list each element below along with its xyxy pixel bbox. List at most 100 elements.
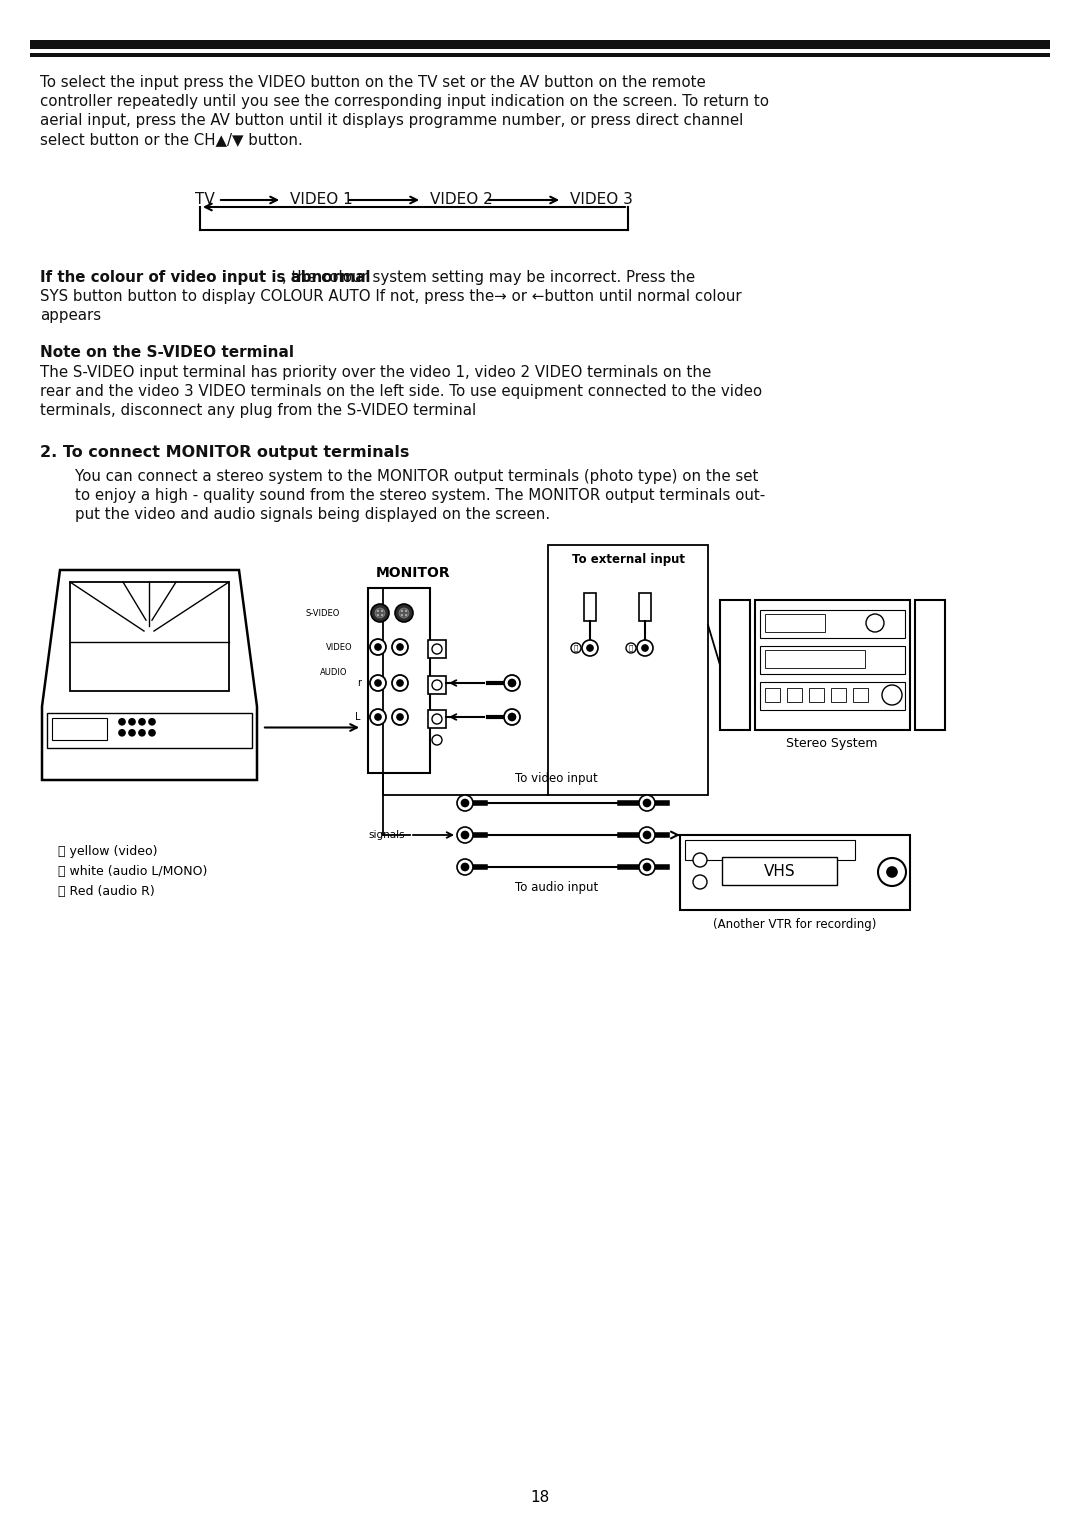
Circle shape <box>626 643 636 654</box>
Text: VIDEO: VIDEO <box>326 643 353 652</box>
Circle shape <box>639 796 654 811</box>
Circle shape <box>149 730 156 736</box>
Circle shape <box>432 715 442 724</box>
Text: controller repeatedly until you see the corresponding input indication on the sc: controller repeatedly until you see the … <box>40 95 769 108</box>
Circle shape <box>457 860 473 875</box>
Circle shape <box>149 719 156 725</box>
Text: The S-VIDEO input terminal has priority over the video 1, video 2 VIDEO terminal: The S-VIDEO input terminal has priority … <box>40 365 712 380</box>
Text: TV: TV <box>195 192 215 208</box>
Bar <box>765 651 865 667</box>
Text: rear and the video 3 VIDEO terminals on the left side. To use equipment connecte: rear and the video 3 VIDEO terminals on … <box>40 383 762 399</box>
Circle shape <box>397 715 403 721</box>
Text: To audio input: To audio input <box>515 881 598 893</box>
Bar <box>720 600 750 730</box>
Circle shape <box>457 828 473 843</box>
Text: AUDIO: AUDIO <box>320 667 348 676</box>
Circle shape <box>405 609 407 612</box>
Circle shape <box>642 644 648 651</box>
Circle shape <box>119 730 125 736</box>
Circle shape <box>639 860 654 875</box>
Text: appears: appears <box>40 308 102 324</box>
Text: signals: signals <box>368 831 405 840</box>
Circle shape <box>866 614 885 632</box>
Text: VHS: VHS <box>765 863 796 878</box>
Circle shape <box>129 730 135 736</box>
Circle shape <box>693 875 707 889</box>
Circle shape <box>375 644 381 651</box>
Circle shape <box>377 609 379 612</box>
Circle shape <box>644 800 650 806</box>
Circle shape <box>397 644 403 651</box>
Text: To select the input press the VIDEO button on the TV set or the AV button on the: To select the input press the VIDEO butt… <box>40 75 705 90</box>
Circle shape <box>370 638 386 655</box>
Bar <box>853 689 868 702</box>
Circle shape <box>461 800 469 806</box>
Text: VIDEO 1: VIDEO 1 <box>291 192 353 208</box>
Circle shape <box>457 796 473 811</box>
Bar <box>723 857 837 886</box>
Circle shape <box>432 680 442 690</box>
Bar <box>765 614 825 632</box>
Circle shape <box>693 854 707 867</box>
Circle shape <box>397 680 403 686</box>
Bar <box>680 835 910 910</box>
Bar <box>584 592 596 621</box>
Bar <box>30 53 1050 56</box>
Circle shape <box>461 863 469 870</box>
Circle shape <box>375 715 381 721</box>
Text: To external input: To external input <box>571 553 685 567</box>
Text: , the colour system setting may be incorrect. Press the: , the colour system setting may be incor… <box>282 270 696 286</box>
Text: ⓨ: ⓨ <box>573 644 578 652</box>
Circle shape <box>401 614 403 617</box>
Bar <box>760 683 905 710</box>
Text: S-VIDEO: S-VIDEO <box>306 608 340 617</box>
Text: terminals, disconnect any plug from the S-VIDEO terminal: terminals, disconnect any plug from the … <box>40 403 476 418</box>
Circle shape <box>139 730 145 736</box>
Circle shape <box>644 863 650 870</box>
Circle shape <box>878 858 906 886</box>
Circle shape <box>377 614 379 617</box>
Text: Stereo System: Stereo System <box>786 738 878 750</box>
Circle shape <box>375 608 384 618</box>
Bar <box>30 40 1050 49</box>
Circle shape <box>370 675 386 692</box>
Circle shape <box>644 832 650 838</box>
Bar <box>70 582 229 692</box>
Circle shape <box>370 709 386 725</box>
Bar <box>428 710 446 728</box>
Text: Note on the S-VIDEO terminal: Note on the S-VIDEO terminal <box>40 345 294 360</box>
Text: put the video and audio signals being displayed on the screen.: put the video and audio signals being di… <box>75 507 550 522</box>
Bar <box>755 600 910 730</box>
Text: MONITOR: MONITOR <box>376 567 450 580</box>
Text: 18: 18 <box>530 1490 550 1506</box>
Circle shape <box>401 609 403 612</box>
Bar <box>831 689 846 702</box>
Text: ⓨ yellow (video): ⓨ yellow (video) <box>58 844 158 858</box>
Text: ⓡ Red (audio R): ⓡ Red (audio R) <box>58 886 154 898</box>
Circle shape <box>139 719 145 725</box>
Text: ⓡ: ⓡ <box>629 644 633 652</box>
Circle shape <box>509 680 515 687</box>
Bar <box>809 689 824 702</box>
Circle shape <box>582 640 598 657</box>
Text: VIDEO 2: VIDEO 2 <box>430 192 492 208</box>
Bar <box>760 646 905 673</box>
Text: You can connect a stereo system to the MONITOR output terminals (photo type) on : You can connect a stereo system to the M… <box>75 469 758 484</box>
Text: ⓦ white (audio L/MONO): ⓦ white (audio L/MONO) <box>58 864 207 878</box>
Circle shape <box>639 828 654 843</box>
Circle shape <box>432 644 442 654</box>
Circle shape <box>381 609 383 612</box>
Circle shape <box>129 719 135 725</box>
Circle shape <box>637 640 653 657</box>
Circle shape <box>405 614 407 617</box>
Text: to enjoy a high - quality sound from the stereo system. The MONITOR output termi: to enjoy a high - quality sound from the… <box>75 489 766 502</box>
Circle shape <box>375 680 381 686</box>
Circle shape <box>432 734 442 745</box>
Text: 2. To connect MONITOR output terminals: 2. To connect MONITOR output terminals <box>40 444 409 460</box>
Text: If the colour of video input is abnormal: If the colour of video input is abnormal <box>40 270 370 286</box>
Bar <box>765 689 780 702</box>
Text: r: r <box>357 678 361 689</box>
Text: To video input: To video input <box>515 773 597 785</box>
Bar <box>915 600 945 730</box>
Circle shape <box>504 675 519 692</box>
